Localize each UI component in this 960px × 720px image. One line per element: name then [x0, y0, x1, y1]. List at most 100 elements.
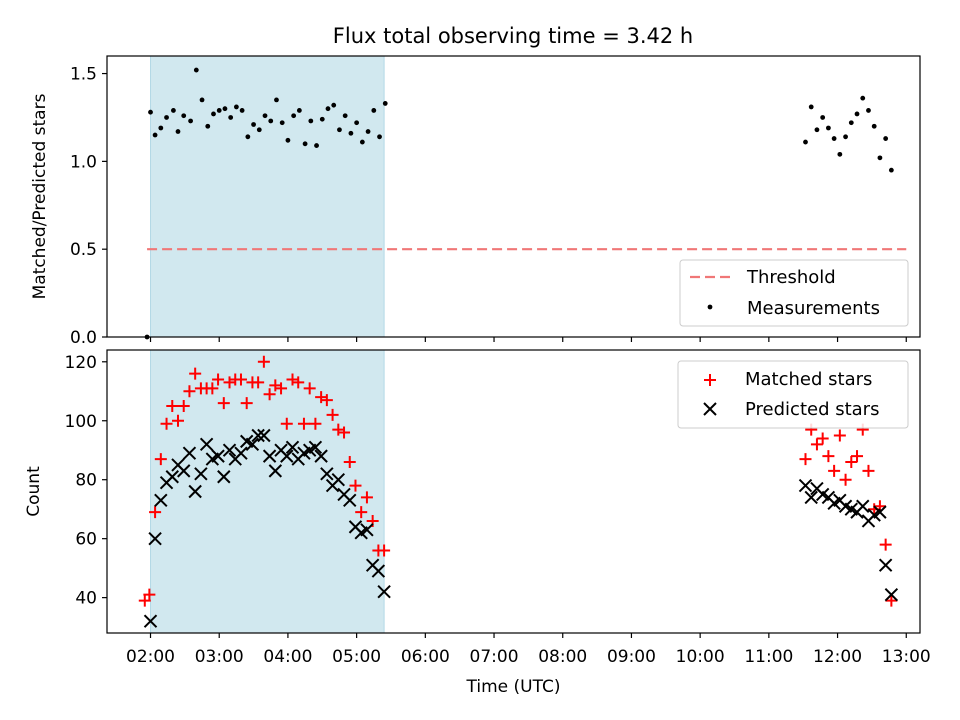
- matched-star-point: [177, 400, 190, 413]
- measurement-point: [877, 155, 883, 161]
- measurement-point: [181, 113, 187, 119]
- matched-star-point: [378, 544, 391, 557]
- measurement-point: [342, 113, 348, 119]
- measurement-point: [814, 127, 820, 133]
- y-tick-label: 1.5: [70, 65, 97, 85]
- matched-star-point: [217, 397, 230, 410]
- measurement-point: [848, 120, 854, 126]
- matched-star-point: [166, 400, 179, 413]
- measurement-point: [171, 108, 176, 113]
- predicted-star-point: [360, 523, 374, 537]
- x-tick-label: 09:00: [607, 647, 656, 667]
- matched-star-point: [885, 594, 898, 607]
- matched-star-point: [816, 432, 829, 445]
- top-y-axis-ticks: 0.0 0.5 1.0 1.5: [70, 65, 107, 348]
- measurement-point: [188, 118, 193, 124]
- legend-measurements-label: Measurements: [747, 298, 880, 319]
- measurement-point: [205, 123, 211, 129]
- matched-star-point: [223, 376, 236, 389]
- y-tick-label: 1.0: [70, 152, 97, 172]
- legend-matched-label: Matched stars: [745, 369, 872, 390]
- measurement-point: [302, 141, 308, 147]
- top-legend-box: [679, 259, 909, 327]
- predicted-star-point: [234, 446, 248, 460]
- matched-star-point: [851, 450, 864, 463]
- panel-top: 0.0 0.5 1.0 1.5 Matched/Predicted stars Thr…: [30, 55, 921, 348]
- matched-star-point: [360, 491, 373, 504]
- x-tick-label: 07:00: [470, 647, 519, 667]
- measurement-point: [883, 136, 889, 141]
- measurement-point: [337, 127, 342, 133]
- predicted-star-point: [878, 558, 893, 572]
- matched-star-point: [257, 355, 270, 368]
- measurement-point: [354, 120, 360, 126]
- measurement-point: [193, 67, 199, 73]
- panel-bottom: 40 60 80 100 120 02:00 03:00 04:00 05:00 06:00 07…: [24, 349, 931, 697]
- x-tick-label: 03:00: [195, 647, 244, 667]
- predicted-star-point: [377, 585, 391, 599]
- measurement-point: [359, 139, 365, 145]
- x-tick-label: 08:00: [538, 647, 587, 667]
- predicted-star-point: [222, 443, 237, 457]
- measurement-point: [888, 167, 894, 173]
- measurement-point: [211, 111, 216, 117]
- matched-star-point: [149, 506, 162, 519]
- y-tick-label: 120: [65, 353, 97, 373]
- measurement-point: [262, 113, 268, 119]
- matched-star-point: [234, 373, 247, 386]
- predicted-star-point: [314, 449, 328, 463]
- measurement-point: [860, 95, 866, 101]
- predicted-star-point: [285, 440, 300, 454]
- bottom-count-points: [138, 355, 899, 628]
- matched-star-point: [833, 429, 846, 442]
- predicted-star-point: [194, 467, 208, 481]
- matched-star-point: [355, 506, 368, 519]
- measurement-point: [239, 108, 245, 113]
- measurement-point: [148, 109, 153, 115]
- measurement-point: [382, 101, 388, 106]
- predicted-star-point: [177, 464, 191, 478]
- matched-star-point: [206, 382, 219, 395]
- bottom-x-axis-ticks: 02:00 03:00 04:00 05:00 06:00 07:00 08:00 09:00…: [126, 633, 931, 667]
- predicted-star-point: [245, 437, 260, 452]
- measurement-point: [331, 102, 337, 108]
- matched-star-point: [862, 464, 875, 477]
- bottom-observing-window: [150, 350, 385, 633]
- measurement-point: [866, 108, 871, 113]
- predicted-star-point: [143, 614, 158, 628]
- matched-star-point: [320, 394, 333, 407]
- measurement-point: [325, 106, 331, 112]
- x-tick-label: 12:00: [813, 647, 862, 667]
- predicted-star-point: [257, 428, 271, 443]
- measurement-point: [228, 115, 234, 120]
- measurement-point: [871, 123, 877, 129]
- legend-matched-swatch: [704, 374, 716, 386]
- matched-star-point: [189, 367, 202, 380]
- matched-star-point: [349, 479, 362, 492]
- predicted-star-point: [262, 449, 277, 463]
- legend-predicted-swatch: [703, 402, 717, 416]
- top-y-axis-label: Matched/Predicted stars: [30, 93, 50, 299]
- predicted-star-point: [148, 531, 162, 546]
- predicted-star-point: [211, 449, 225, 463]
- matched-star-point: [252, 376, 265, 389]
- matched-star-point: [286, 373, 299, 386]
- predicted-star-point: [217, 470, 231, 484]
- measurement-point: [274, 97, 279, 103]
- matched-star-point: [799, 453, 812, 466]
- measurement-point: [251, 122, 256, 127]
- matched-star-point: [343, 456, 356, 469]
- matched-star-point: [183, 385, 196, 398]
- measurement-point: [377, 134, 382, 140]
- measurement-point: [831, 136, 837, 141]
- predicted-star-point: [798, 478, 813, 493]
- matched-star-point: [810, 438, 823, 451]
- predicted-star-point: [856, 499, 870, 513]
- x-tick-label: 11:00: [744, 647, 793, 667]
- matched-star-point: [845, 456, 858, 469]
- legend-measurements-swatch: [707, 304, 713, 310]
- measurement-point: [291, 113, 297, 119]
- predicted-star-point: [331, 473, 346, 487]
- x-axis-label: Time (UTC): [466, 677, 561, 697]
